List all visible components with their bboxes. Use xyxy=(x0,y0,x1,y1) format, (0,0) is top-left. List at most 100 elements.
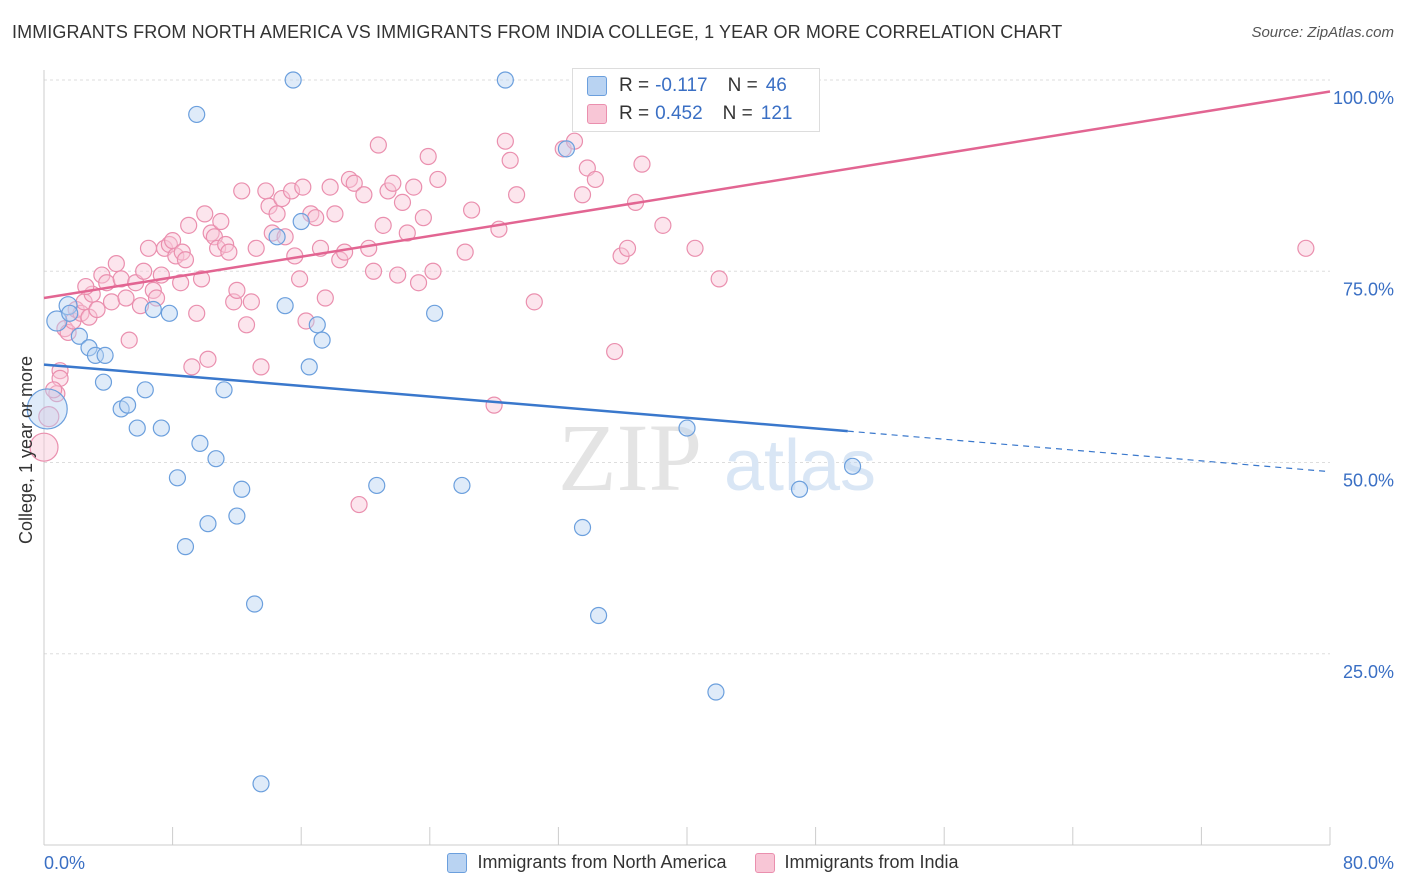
n-label: N = xyxy=(727,75,758,96)
data-point xyxy=(405,178,423,196)
data-point xyxy=(424,262,442,280)
data-point xyxy=(374,216,392,234)
stats-row-north-america: R = -0.117 N = 46 xyxy=(587,73,787,99)
data-point xyxy=(419,147,437,166)
data-point xyxy=(212,212,230,231)
data-point xyxy=(172,274,190,292)
chart-title: IMMIGRANTS FROM NORTH AMERICA VS IMMIGRA… xyxy=(12,22,1063,42)
data-point xyxy=(96,346,114,364)
data-point xyxy=(176,251,195,269)
data-point xyxy=(70,327,88,345)
data-point xyxy=(209,239,227,257)
data-point xyxy=(654,216,672,234)
data-point xyxy=(633,155,651,173)
data-point xyxy=(843,457,862,475)
legend-item-north-america[interactable]: Immigrants from North America xyxy=(447,852,727,873)
data-point xyxy=(237,316,256,334)
y-tick-label: 50.0% xyxy=(1343,471,1394,491)
data-point xyxy=(389,266,407,284)
data-point xyxy=(29,432,59,462)
data-point xyxy=(710,270,728,288)
n-value: 46 xyxy=(765,75,787,96)
data-point xyxy=(350,495,368,514)
data-point xyxy=(120,331,138,349)
data-point xyxy=(268,205,286,223)
x-tick-label: 80.0% xyxy=(1343,853,1394,873)
n-label: N = xyxy=(722,103,753,124)
data-point xyxy=(355,186,373,204)
data-point xyxy=(252,358,270,376)
data-point xyxy=(326,205,344,223)
r-label: R = xyxy=(619,103,650,124)
data-point xyxy=(313,331,331,349)
y-tick-label: 100.0% xyxy=(1333,88,1394,108)
data-point xyxy=(242,293,260,311)
stats-row-india: R = 0.452 N = 121 xyxy=(587,101,792,127)
data-point xyxy=(485,396,503,414)
data-point xyxy=(456,243,474,261)
data-point xyxy=(369,136,387,154)
data-point xyxy=(321,178,339,196)
trend-lines xyxy=(43,90,1331,473)
watermark: ZIP atlas xyxy=(558,404,876,511)
data-point xyxy=(508,186,526,204)
data-point xyxy=(686,239,704,257)
data-point xyxy=(308,316,326,334)
data-point xyxy=(1297,239,1315,257)
trend-line-north-america xyxy=(43,363,848,433)
data-point xyxy=(496,132,514,150)
r-label: R = xyxy=(619,75,650,96)
data-point xyxy=(429,170,447,189)
data-point xyxy=(414,209,432,227)
data-point xyxy=(790,480,809,498)
data-point xyxy=(136,381,154,399)
data-point xyxy=(117,289,135,307)
data-point xyxy=(191,434,209,452)
data-point xyxy=(426,304,444,322)
grid-lines xyxy=(44,79,1330,655)
x-tick-label: 0.0% xyxy=(44,853,85,873)
data-point xyxy=(276,297,294,315)
watermark-atlas: atlas xyxy=(724,426,876,506)
data-point xyxy=(462,201,481,219)
axes xyxy=(43,70,1331,846)
data-point xyxy=(606,342,624,361)
data-point xyxy=(573,186,592,204)
trend-line-india xyxy=(43,90,1331,300)
data-point xyxy=(131,297,150,315)
data-point xyxy=(384,174,402,192)
data-point xyxy=(118,396,137,414)
data-point xyxy=(268,228,286,246)
legend: Immigrants from North America Immigrants… xyxy=(0,852,1406,873)
data-point xyxy=(61,304,79,322)
data-point xyxy=(107,255,125,273)
data-point xyxy=(501,151,519,169)
data-point xyxy=(284,71,302,89)
data-point xyxy=(233,182,251,200)
data-point xyxy=(360,239,378,257)
watermark-zip: ZIP xyxy=(558,404,702,511)
data-point xyxy=(228,281,246,299)
data-point xyxy=(573,518,592,537)
data-point xyxy=(292,212,310,231)
data-point xyxy=(678,419,696,437)
data-point xyxy=(257,182,275,200)
data-point xyxy=(102,293,121,311)
r-value: -0.117 xyxy=(655,75,708,96)
data-point xyxy=(228,507,246,525)
legend-item-india[interactable]: Immigrants from India xyxy=(754,852,959,873)
data-point xyxy=(393,193,412,211)
data-point xyxy=(294,178,312,196)
legend-label-india: Immigrants from India xyxy=(784,852,959,872)
data-point xyxy=(247,239,265,257)
n-value: 121 xyxy=(760,103,793,124)
data-point xyxy=(220,243,238,261)
north-america-points xyxy=(26,71,862,793)
data-point xyxy=(192,270,211,288)
data-point xyxy=(233,480,251,498)
data-point xyxy=(86,346,105,364)
data-point xyxy=(94,373,113,391)
data-point xyxy=(345,174,363,192)
stats-box: R = -0.117 N = 46 R = 0.452 N = 121 xyxy=(572,68,820,132)
